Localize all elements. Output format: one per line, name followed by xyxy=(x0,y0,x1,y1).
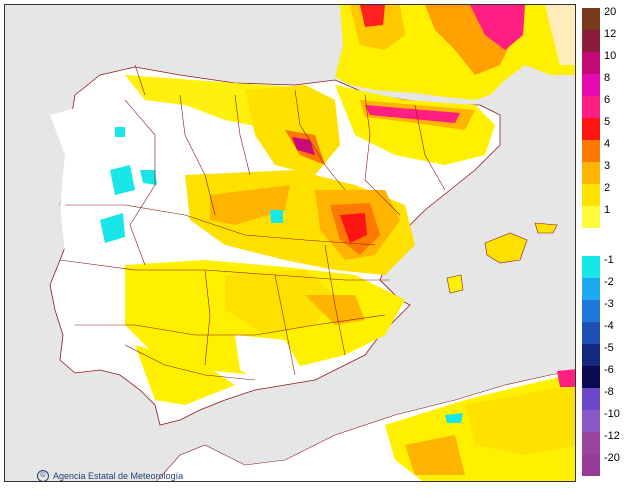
legend-swatch--12 xyxy=(582,432,600,454)
legend-label: -10 xyxy=(604,408,620,420)
copyright-icon: © xyxy=(37,470,49,481)
legend-label: 12 xyxy=(604,28,617,40)
legend-label: -6 xyxy=(604,364,614,376)
legend-label: -8 xyxy=(604,386,614,398)
legend-swatch--6 xyxy=(582,366,600,388)
legend-swatch--4 xyxy=(582,322,600,344)
france-region xyxy=(335,5,575,100)
legend-label: -20 xyxy=(604,452,620,464)
legend-swatch-8 xyxy=(582,74,600,96)
legend-swatch-1 xyxy=(582,206,600,228)
legend-swatch-2 xyxy=(582,184,600,206)
legend-label: 10 xyxy=(604,50,617,62)
legend-swatch-3 xyxy=(582,162,600,184)
credit-text: Agencia Estatal de Meteorología xyxy=(53,471,184,481)
map-canvas xyxy=(49,5,575,481)
balearic-islands xyxy=(446,222,558,294)
legend-label: 2 xyxy=(604,182,611,194)
legend-label: -1 xyxy=(604,254,614,266)
legend-swatch-6 xyxy=(582,96,600,118)
legend-label: 20 xyxy=(604,6,617,18)
legend-swatch--3 xyxy=(582,300,600,322)
legend-label: 8 xyxy=(604,72,611,84)
legend-swatch-12 xyxy=(582,30,600,52)
north-africa-region xyxy=(156,369,575,481)
legend-swatch--2 xyxy=(582,278,600,300)
legend-label: -5 xyxy=(604,342,614,354)
legend-label: 3 xyxy=(604,160,611,172)
legend-label: 6 xyxy=(604,94,611,106)
legend-swatch--8 xyxy=(582,388,600,410)
legend-label: -4 xyxy=(604,320,614,332)
legend-swatch--20 xyxy=(582,454,600,476)
legend-label: -3 xyxy=(604,298,614,310)
legend-label: -2 xyxy=(604,276,614,288)
color-legend: 20 12 10 8 6 5 4 3 2 1 -1 -2 -3 -4 -5 -6 -8 -10 -12 -20 xyxy=(582,6,628,476)
legend-label: 4 xyxy=(604,138,611,150)
legend-swatch--10 xyxy=(582,410,600,432)
agency-credit: © Agencia Estatal de Meteorología xyxy=(37,470,184,481)
legend-swatch-4 xyxy=(582,140,600,162)
legend-label: 1 xyxy=(604,204,611,216)
anomaly-map: © Agencia Estatal de Meteorología xyxy=(4,4,576,482)
legend-swatch--1 xyxy=(582,256,600,278)
legend-swatch-10 xyxy=(582,52,600,74)
legend-swatch--5 xyxy=(582,344,600,366)
iberia-region xyxy=(49,64,501,426)
legend-label: -12 xyxy=(604,430,620,442)
legend-swatch-20 xyxy=(582,8,600,30)
legend-label: 5 xyxy=(604,116,611,128)
legend-swatch-5 xyxy=(582,118,600,140)
